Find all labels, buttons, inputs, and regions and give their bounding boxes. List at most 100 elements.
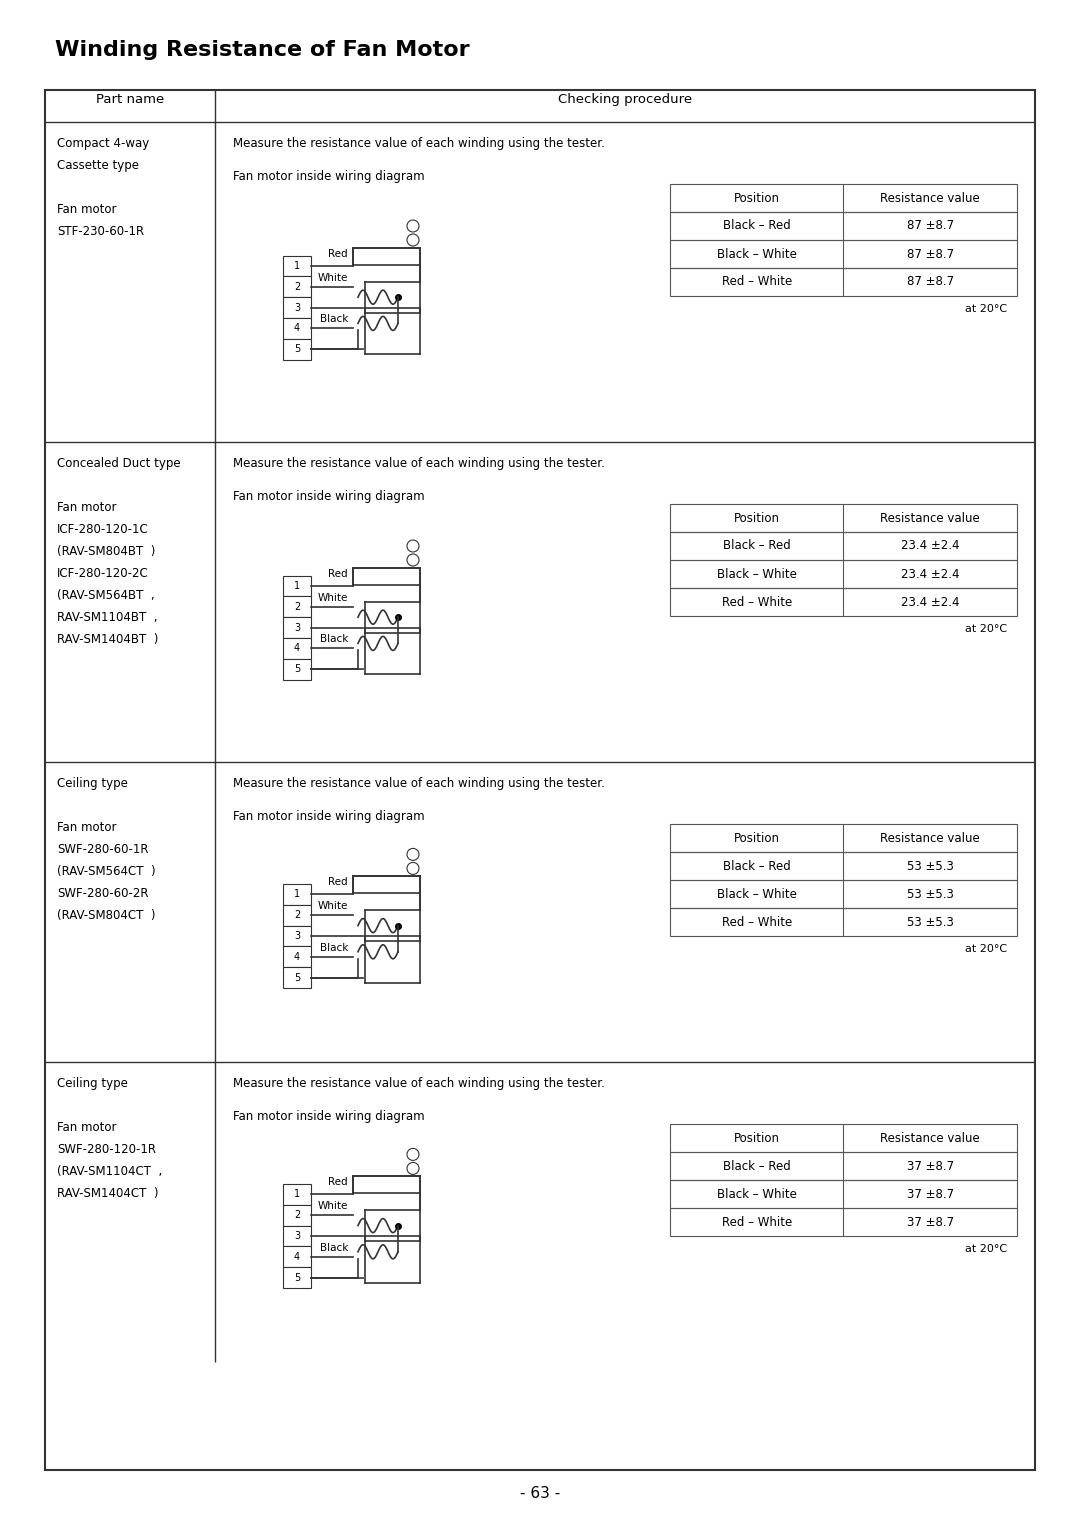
Bar <box>283 1205 311 1226</box>
Text: STF-230-60-1R: STF-230-60-1R <box>57 226 144 238</box>
Text: 2: 2 <box>294 282 300 291</box>
Text: Fan motor: Fan motor <box>57 203 117 217</box>
Bar <box>283 276 311 297</box>
Text: 5: 5 <box>294 345 300 354</box>
Bar <box>283 596 311 618</box>
Text: Ceiling type: Ceiling type <box>57 1077 127 1090</box>
Text: RAV-SM1404CT  ): RAV-SM1404CT ) <box>57 1186 159 1200</box>
Bar <box>283 319 311 339</box>
Text: 1: 1 <box>294 1190 300 1199</box>
Text: Black: Black <box>320 634 348 645</box>
Text: Black: Black <box>320 942 348 953</box>
Text: Black – Red: Black – Red <box>723 860 791 872</box>
Text: RAV-SM1104BT  ,: RAV-SM1104BT , <box>57 612 158 624</box>
Text: White: White <box>318 273 348 282</box>
Text: Checking procedure: Checking procedure <box>558 93 692 107</box>
Text: 37 ±8.7: 37 ±8.7 <box>907 1159 954 1173</box>
Text: Black: Black <box>320 314 348 325</box>
Text: Red: Red <box>328 1177 348 1188</box>
Text: Fan motor: Fan motor <box>57 502 117 514</box>
Text: Red – White: Red – White <box>721 276 792 288</box>
Bar <box>670 1151 1017 1180</box>
Text: Red – White: Red – White <box>721 915 792 929</box>
Text: Position: Position <box>733 511 780 525</box>
Text: 5: 5 <box>294 665 300 674</box>
Text: (RAV-SM804CT  ): (RAV-SM804CT ) <box>57 909 156 923</box>
Text: Red – White: Red – White <box>721 1215 792 1229</box>
Bar <box>283 297 311 319</box>
Text: Black – White: Black – White <box>717 1188 797 1200</box>
Text: SWF-280-60-2R: SWF-280-60-2R <box>57 888 149 900</box>
Text: 37 ±8.7: 37 ±8.7 <box>907 1215 954 1229</box>
Text: Position: Position <box>733 1132 780 1144</box>
Text: 53 ±5.3: 53 ±5.3 <box>907 915 954 929</box>
Text: 87 ±8.7: 87 ±8.7 <box>907 247 954 261</box>
Text: 1: 1 <box>294 261 300 271</box>
Bar <box>670 1208 1017 1235</box>
Text: Position: Position <box>733 192 780 204</box>
Text: Black – White: Black – White <box>717 567 797 581</box>
Text: - 63 -: - 63 - <box>519 1485 561 1501</box>
Text: (RAV-SM804BT  ): (RAV-SM804BT ) <box>57 544 156 558</box>
Text: 23.4 ±2.4: 23.4 ±2.4 <box>901 595 959 608</box>
Text: 87 ±8.7: 87 ±8.7 <box>907 276 954 288</box>
Text: 3: 3 <box>294 930 300 941</box>
Text: RAV-SM1404BT  ): RAV-SM1404BT ) <box>57 633 159 647</box>
Text: at 20°C: at 20°C <box>964 1244 1007 1254</box>
Text: 3: 3 <box>294 1231 300 1241</box>
Text: Black – Red: Black – Red <box>723 220 791 232</box>
Text: Fan motor: Fan motor <box>57 820 117 834</box>
Text: ICF-280-120-1C: ICF-280-120-1C <box>57 523 149 535</box>
Bar <box>283 1246 311 1267</box>
Text: Part name: Part name <box>96 93 164 107</box>
Text: ICF-280-120-2C: ICF-280-120-2C <box>57 567 149 580</box>
Text: 53 ±5.3: 53 ±5.3 <box>907 888 954 900</box>
Bar <box>670 880 1017 907</box>
Bar <box>283 904 311 926</box>
Bar <box>670 824 1017 852</box>
Text: Resistance value: Resistance value <box>880 192 981 204</box>
Bar <box>283 947 311 967</box>
Text: Fan motor inside wiring diagram: Fan motor inside wiring diagram <box>233 490 424 503</box>
Text: 3: 3 <box>294 622 300 633</box>
Text: Red: Red <box>328 569 348 580</box>
Text: 5: 5 <box>294 1272 300 1283</box>
Bar <box>670 560 1017 589</box>
Text: SWF-280-120-1R: SWF-280-120-1R <box>57 1144 156 1156</box>
Bar <box>670 212 1017 239</box>
Bar <box>283 926 311 947</box>
Text: Black: Black <box>320 1243 348 1254</box>
Bar <box>670 185 1017 212</box>
Text: at 20°C: at 20°C <box>964 944 1007 955</box>
Text: 2: 2 <box>294 602 300 612</box>
Text: White: White <box>318 593 348 602</box>
Text: at 20°C: at 20°C <box>964 624 1007 634</box>
Text: Black – White: Black – White <box>717 888 797 900</box>
Bar <box>670 589 1017 616</box>
Text: 2: 2 <box>294 1211 300 1220</box>
Text: Fan motor inside wiring diagram: Fan motor inside wiring diagram <box>233 1110 424 1122</box>
Text: Black – Red: Black – Red <box>723 1159 791 1173</box>
Bar <box>670 239 1017 268</box>
Text: Resistance value: Resistance value <box>880 511 981 525</box>
Text: White: White <box>318 901 348 912</box>
Bar <box>283 1183 311 1205</box>
Text: 5: 5 <box>294 973 300 982</box>
Bar <box>283 659 311 680</box>
Text: Black – White: Black – White <box>717 247 797 261</box>
Text: 2: 2 <box>294 910 300 920</box>
Bar <box>670 532 1017 560</box>
Bar <box>670 852 1017 880</box>
Bar <box>670 503 1017 532</box>
Bar <box>283 575 311 596</box>
Text: at 20°C: at 20°C <box>964 303 1007 314</box>
Bar <box>283 618 311 637</box>
Text: 1: 1 <box>294 581 300 592</box>
Bar <box>283 339 311 360</box>
Bar <box>283 884 311 904</box>
Text: Measure the resistance value of each winding using the tester.: Measure the resistance value of each win… <box>233 458 605 470</box>
Text: 87 ±8.7: 87 ±8.7 <box>907 220 954 232</box>
Text: Red: Red <box>328 249 348 259</box>
Text: 23.4 ±2.4: 23.4 ±2.4 <box>901 540 959 552</box>
Text: 3: 3 <box>294 302 300 313</box>
